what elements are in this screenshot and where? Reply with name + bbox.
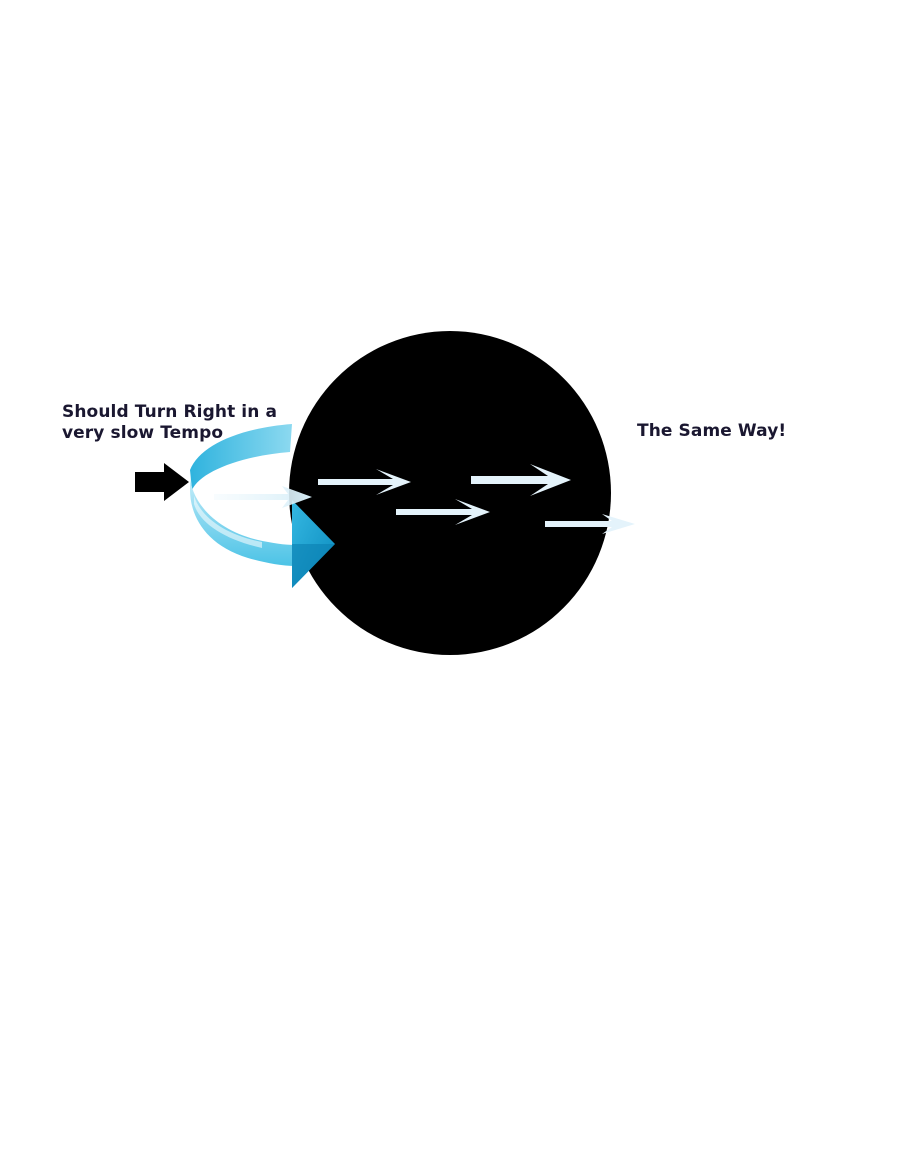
left-caption-line-1: Should Turn Right in a (62, 402, 278, 422)
left-caption: Should Turn Right in a very slow Tempo (62, 402, 302, 444)
black-right-arrow-icon (135, 463, 189, 501)
rotation-arrow-head-shade (292, 544, 335, 588)
left-caption-line-2: very slow Tempo (62, 423, 224, 443)
black-circle (289, 331, 611, 655)
right-caption: The Same Way! (637, 421, 787, 441)
rotation-arrow-front-band (189, 470, 296, 566)
right-arrow-icon (471, 464, 571, 496)
rotation-arrow-back-band (190, 424, 292, 490)
right-arrow-icon (214, 486, 312, 508)
rotation-arrow-band-highlight (194, 496, 262, 548)
right-arrow-icon (545, 514, 635, 534)
right-arrow-icon (396, 499, 490, 525)
right-arrow-icon (318, 469, 411, 495)
